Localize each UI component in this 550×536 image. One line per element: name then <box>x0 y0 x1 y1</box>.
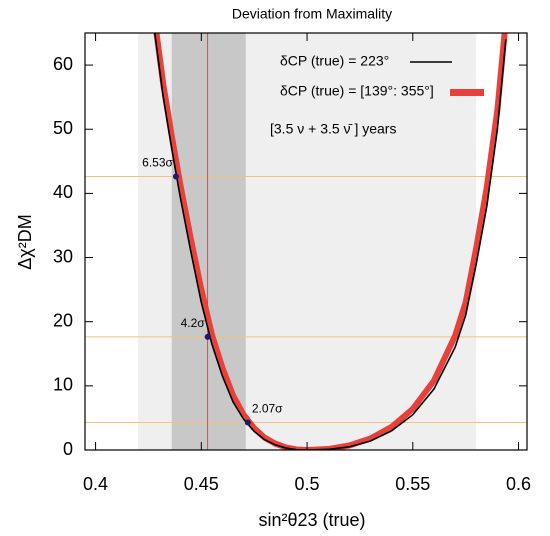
y-tick-label: 0 <box>63 439 73 459</box>
shaded-band <box>171 33 246 450</box>
x-tick-label: 0.5 <box>295 474 320 494</box>
x-tick-label: 0.4 <box>83 474 108 494</box>
plot-frame <box>84 32 528 451</box>
legend-label: δCP (true) = [139°: 355°] <box>280 83 434 99</box>
y-tick-label: 40 <box>53 182 73 202</box>
x-tick-label: 0.45 <box>184 474 219 494</box>
sigma-label: 6.53σ <box>142 156 173 170</box>
x-tick-label: 0.55 <box>395 474 430 494</box>
x-axis-label: sin²θ23 (true) <box>258 510 365 530</box>
sigma-point <box>172 173 179 180</box>
y-tick-label: 30 <box>53 246 73 266</box>
overlay-layer: 0.4 0.45 0.5 0.55 0.6 0 10 20 30 40 50 60 6.53σ 4.2σ 2… <box>53 33 531 494</box>
sigma-point <box>244 419 251 426</box>
x-tick-label: 0.6 <box>506 474 531 494</box>
legend-label: δCP (true) = 223° <box>280 53 389 69</box>
sigma-label: 4.2σ <box>181 316 206 330</box>
y-tick-label: 60 <box>53 54 73 74</box>
annotation: [3.5 ν + 3.5 ν̄ ] years <box>270 121 396 137</box>
y-tick-label: 50 <box>53 118 73 138</box>
series-line <box>153 33 507 450</box>
y-tick-label: 20 <box>53 310 73 330</box>
y-tick-label: 10 <box>53 375 73 395</box>
legend-swatch <box>450 89 484 96</box>
plot-layer <box>153 33 508 450</box>
sigma-label: 2.07σ <box>252 402 283 416</box>
y-axis-label: Δχ²DM <box>15 214 35 269</box>
chart-title: Deviation from Maximality <box>232 6 392 22</box>
sigma-point <box>204 333 211 340</box>
